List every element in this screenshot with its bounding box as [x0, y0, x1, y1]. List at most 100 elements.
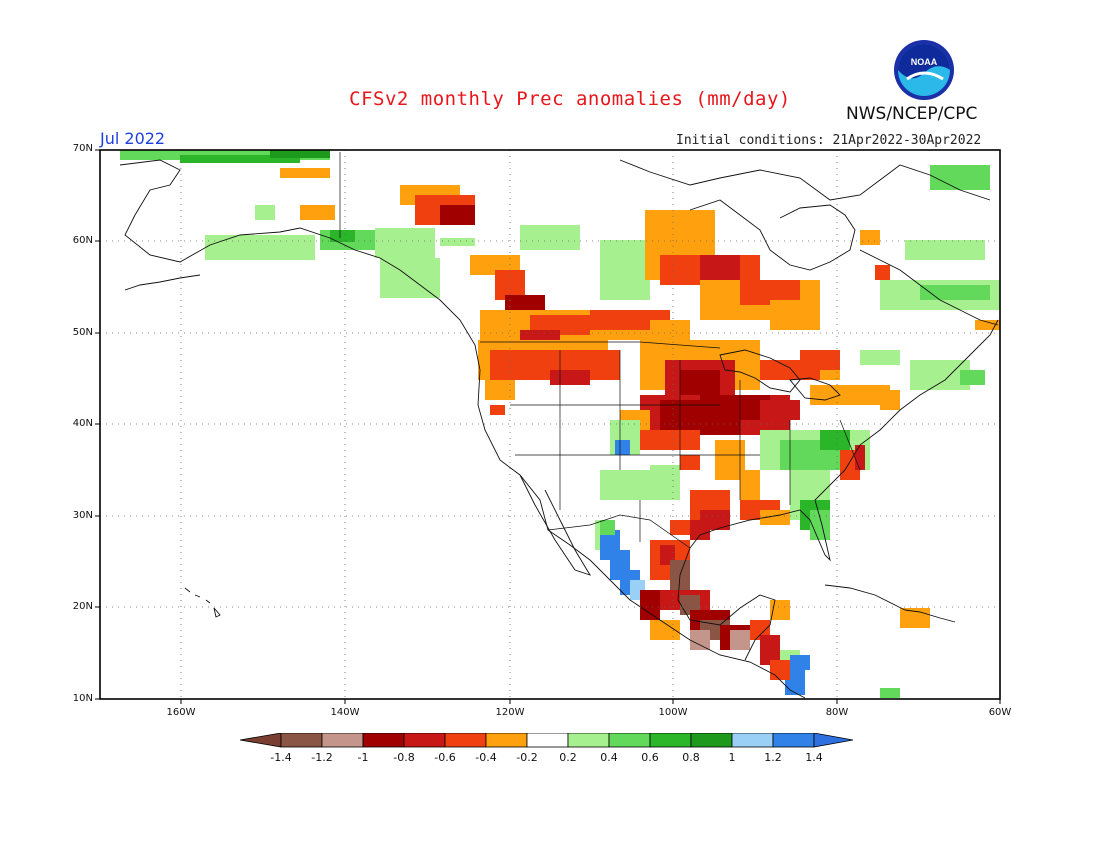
anomaly-cell	[760, 635, 780, 665]
anomaly-cell	[205, 235, 315, 260]
lat-label-50n: 50N	[72, 327, 93, 338]
anomaly-cell	[960, 370, 985, 385]
noaa-logo-icon: NOAA	[894, 40, 954, 100]
colorbar-tick-label: -0.4	[475, 751, 497, 764]
anomaly-cell	[270, 150, 330, 158]
lon-label-100w: 100W	[658, 707, 688, 718]
anomaly-cell	[770, 600, 790, 620]
logo-text: NOAA	[911, 57, 938, 67]
anomaly-cell	[860, 350, 900, 365]
lon-label-120w: 120W	[495, 707, 525, 718]
anomaly-cell	[680, 370, 720, 395]
anomaly-cell	[820, 430, 850, 450]
lat-label-70n: 70N	[72, 143, 93, 154]
anomaly-cell	[810, 510, 830, 540]
anomaly-cell	[300, 205, 335, 220]
anomaly-cell	[860, 230, 880, 245]
colorbar-tick-label: 1.2	[764, 751, 782, 764]
colorbar-tick-label: -0.8	[393, 751, 415, 764]
colorbar-tick-label: 0.8	[682, 751, 700, 764]
colorbar-swatch	[321, 733, 364, 748]
anomaly-cell	[650, 465, 680, 500]
anomaly-cell	[975, 320, 1000, 330]
colorbar-tick-label: -0.2	[516, 751, 538, 764]
anomaly-cell	[690, 630, 710, 650]
anomaly-cell	[440, 205, 475, 225]
colorbar-tick-label: 1.4	[805, 751, 823, 764]
colorbar-min-arrow	[240, 733, 282, 748]
colorbar-swatch	[772, 733, 815, 748]
anomaly-cell	[700, 255, 740, 280]
anomaly-cell	[650, 320, 690, 340]
anomaly-cell	[855, 445, 865, 470]
lat-label-30n: 30N	[72, 510, 93, 521]
anomaly-cell	[930, 165, 990, 190]
anomaly-cell	[690, 520, 710, 540]
agency-label: NWS/NCEP/CPC	[846, 104, 978, 124]
anomaly-cell	[875, 265, 890, 280]
colorbar	[240, 733, 854, 748]
initial-conditions: Initial conditions: 21Apr2022-30Apr2022	[676, 133, 982, 148]
colorbar-swatch	[526, 733, 569, 748]
anomaly-cell	[550, 370, 590, 385]
colorbar-tick-label: 0.6	[641, 751, 659, 764]
anomaly-cell	[640, 430, 700, 450]
colorbar-tick-label: -1.4	[270, 751, 292, 764]
forecast-month: Jul 2022	[100, 129, 166, 148]
anomaly-cell	[790, 655, 810, 670]
colorbar-tick-label: -1.2	[311, 751, 333, 764]
chart-title: CFSv2 monthly Prec anomalies (mm/day)	[349, 88, 791, 110]
coastlines	[119, 159, 999, 699]
anomaly-cell	[920, 285, 990, 300]
anomaly-cell	[615, 440, 630, 455]
colorbar-swatch	[485, 733, 528, 748]
anomaly-cell	[520, 225, 580, 250]
anomaly-cell	[600, 520, 615, 535]
anomaly-cell	[375, 228, 435, 258]
anomaly-cell	[180, 155, 300, 163]
lon-label-160w: 160W	[166, 707, 196, 718]
lat-label-20n: 20N	[72, 601, 93, 612]
anomaly-cell	[730, 630, 750, 650]
anomaly-cell	[650, 620, 680, 640]
anomaly-cell	[670, 520, 690, 535]
colorbar-swatch	[403, 733, 446, 748]
colorbar-swatch	[608, 733, 651, 748]
axis-ticks	[95, 149, 1001, 704]
colorbar-swatch	[444, 733, 487, 748]
anomaly-field	[120, 150, 1000, 698]
colorbar-tick-label: 0.4	[600, 751, 618, 764]
anomaly-cell	[905, 240, 985, 260]
lat-label-60n: 60N	[72, 235, 93, 246]
lon-label-80w: 80W	[825, 707, 849, 718]
colorbar-swatch	[731, 733, 774, 748]
anomaly-cell	[255, 205, 275, 220]
colorbar-swatch	[649, 733, 692, 748]
anomaly-cell	[330, 230, 355, 242]
anomaly-cell	[600, 240, 650, 300]
colorbar-swatch	[362, 733, 405, 748]
anomaly-cell	[700, 395, 770, 420]
colorbar-tick-label: 0.2	[559, 751, 577, 764]
anomaly-cell	[640, 590, 660, 620]
anomaly-cell	[680, 455, 700, 470]
anomaly-cell	[770, 660, 790, 680]
anomaly-cell	[490, 405, 505, 415]
anomaly-cell	[770, 300, 820, 330]
lat-label-40n: 40N	[72, 418, 93, 429]
colorbar-swatch	[280, 733, 323, 748]
lon-label-140w: 140W	[330, 707, 360, 718]
colorbar-swatch	[567, 733, 610, 748]
anomaly-cell	[760, 400, 800, 420]
graticule	[100, 150, 1000, 699]
anomaly-cell	[880, 688, 900, 698]
anomaly-cell	[880, 390, 900, 410]
anomaly-cell	[760, 360, 820, 380]
anomaly-cell	[810, 385, 890, 405]
political-borders	[339, 152, 861, 549]
anomaly-cell	[740, 470, 760, 500]
lon-label-60w: 60W	[988, 707, 1012, 718]
colorbar-tick-label: -1	[357, 751, 369, 764]
anomaly-cell	[485, 380, 515, 400]
